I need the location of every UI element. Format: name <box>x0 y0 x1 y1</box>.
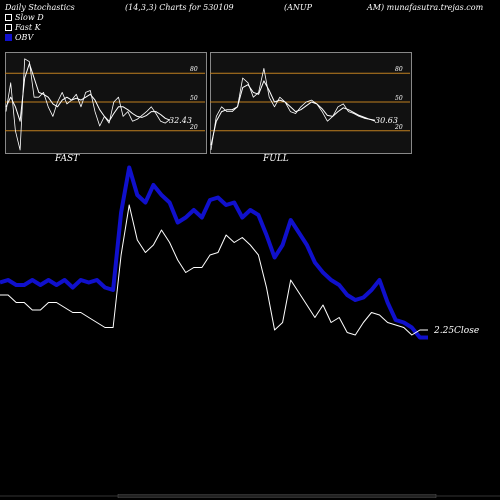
full-last-value-label: 30.63 <box>375 116 398 125</box>
close-value-label: 2.25Close <box>433 326 479 336</box>
fast-fast-k-line <box>5 58 171 151</box>
fast-panel <box>5 52 207 154</box>
chart-title: Daily Stochastics <box>5 3 75 12</box>
fast-last-value-label: 32.43 <box>169 116 192 125</box>
legend-obv-label: OBV <box>15 33 34 42</box>
legend-obv: OBV <box>5 33 33 42</box>
close-price-line <box>0 204 428 336</box>
symbol-part2: AM) munafasutra.trejas.com <box>367 3 484 12</box>
obv-line <box>0 165 428 340</box>
chart-params: (14,3,3) Charts for 530109 <box>125 3 234 12</box>
full-ref-label-20: 20 <box>394 124 403 131</box>
legend-slow-d-label: Slow D <box>15 13 44 22</box>
fast-slow-d-line <box>5 63 171 122</box>
legend-fast-k-swatch <box>5 24 12 31</box>
legend-fast-k: Fast K <box>5 23 41 32</box>
full-slow-d-line <box>210 80 376 146</box>
fast-ref-label-80: 80 <box>190 66 198 73</box>
legend-slow-d: Slow D <box>5 13 44 22</box>
fast-ref-label-20: 20 <box>189 124 198 131</box>
full-panel <box>210 52 412 154</box>
symbol-part1: (ANUP <box>284 3 313 12</box>
scrollbar-track[interactable] <box>0 494 500 498</box>
full-fast-k-line <box>210 68 376 151</box>
legend-slow-d-swatch <box>5 14 12 21</box>
full-panel-label: FULL <box>263 154 289 164</box>
legend-obv-swatch <box>5 34 12 41</box>
full-ref-label-50: 50 <box>395 95 403 102</box>
fast-panel-label: FAST <box>55 154 80 164</box>
legend-fast-k-label: Fast K <box>15 23 41 32</box>
full-ref-label-80: 80 <box>395 66 403 73</box>
scrollbar-thumb[interactable] <box>117 494 437 498</box>
fast-ref-label-50: 50 <box>190 95 198 102</box>
